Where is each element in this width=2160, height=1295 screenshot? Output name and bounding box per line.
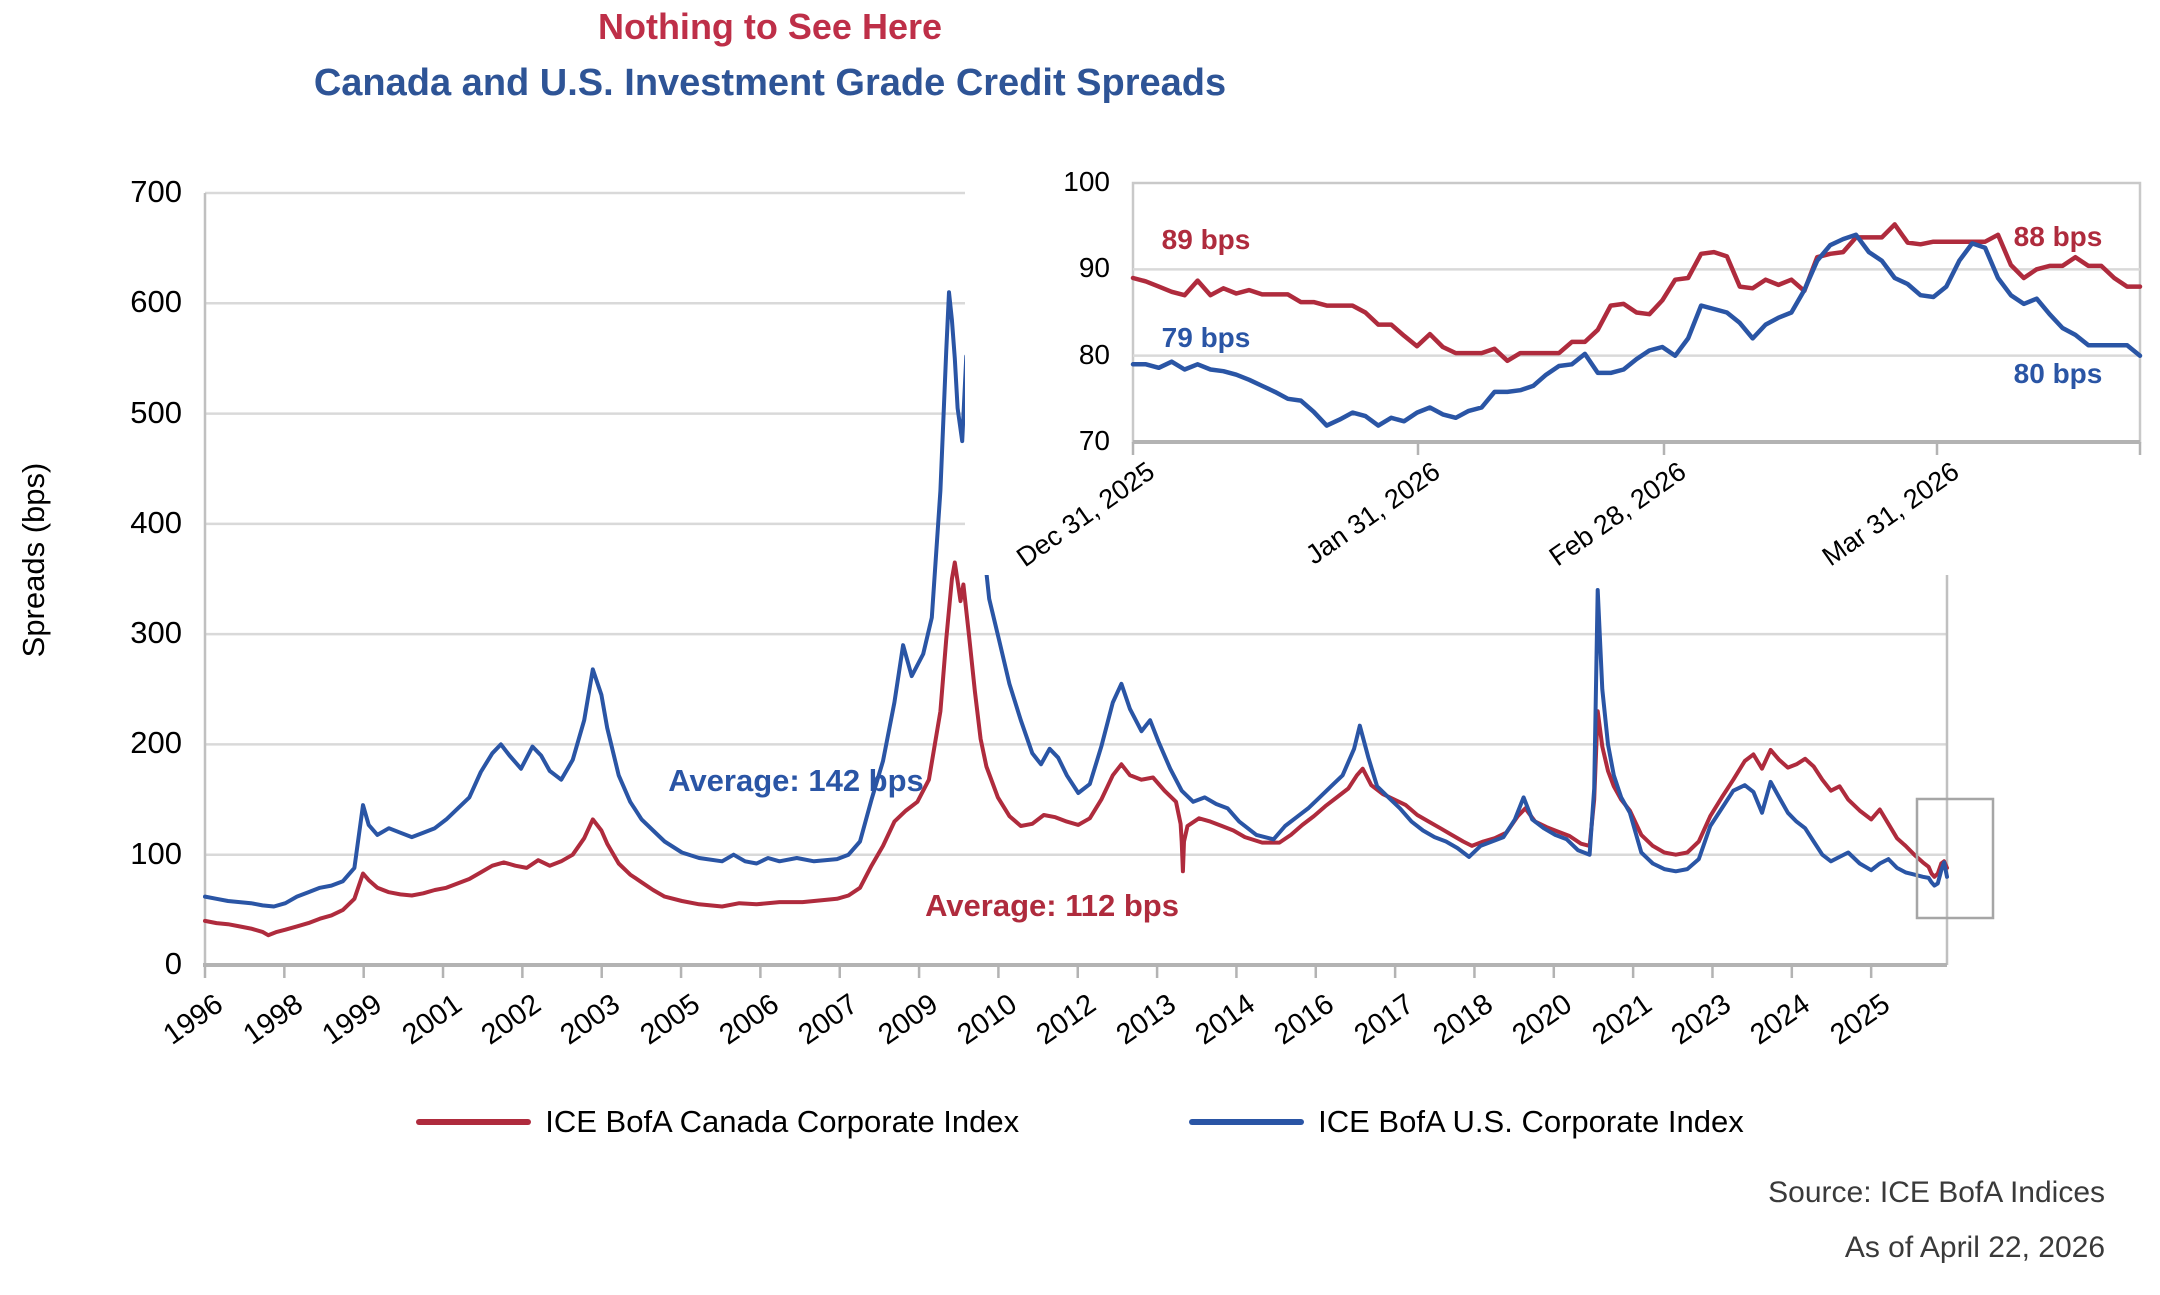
y-axis-title: Spreads (bps) [16,462,51,658]
inset-canada-end-label: 88 bps [2013,221,2103,252]
average-canada-annotation: Average: 112 bps [925,888,1179,923]
main-y-tick-label: 500 [130,394,182,430]
inset-y-tick-label: 70 [1078,425,1110,456]
legend-item-canada: ICE BofA Canada Corporate Index [416,1104,1019,1140]
us-line-swatch-icon [1189,1119,1305,1125]
source-line: Source: ICE BofA Indices [1768,1176,2105,1209]
main-y-tick-label: 200 [130,725,182,761]
main-y-tick-label: 100 [130,835,182,871]
inset-y-tick-label: 80 [1078,338,1110,370]
legend-label-canada: ICE BofA Canada Corporate Index [545,1104,1020,1139]
canada-line-swatch-icon [416,1119,532,1125]
legend: ICE BofA Canada Corporate Index ICE BofA… [0,1104,2160,1140]
legend-item-us: ICE BofA U.S. Corporate Index [1189,1104,1744,1140]
main-y-tick-label: 700 [130,174,182,209]
inset-us-start-label: 79 bps [1161,322,1251,353]
inset-us-end-label: 80 bps [2013,358,2103,389]
average-us-annotation: Average: 142 bps [668,763,924,798]
as-of-date-line: As of April 22, 2026 [1844,1231,2105,1264]
inset-y-tick-label: 100 [1063,166,1110,197]
chart-overline-title: Nothing to See Here [597,6,943,47]
inset-y-tick-label: 90 [1078,252,1110,284]
main-y-tick-label: 400 [130,504,182,540]
main-y-tick-label: 300 [130,615,182,651]
inset-canada-start-label: 89 bps [1161,224,1251,255]
main-y-tick-label: 600 [130,284,182,320]
main-y-tick-label: 0 [164,946,182,981]
legend-label-us: ICE BofA U.S. Corporate Index [1318,1104,1744,1139]
chart-title: Canada and U.S. Investment Grade Credit … [313,62,1227,104]
